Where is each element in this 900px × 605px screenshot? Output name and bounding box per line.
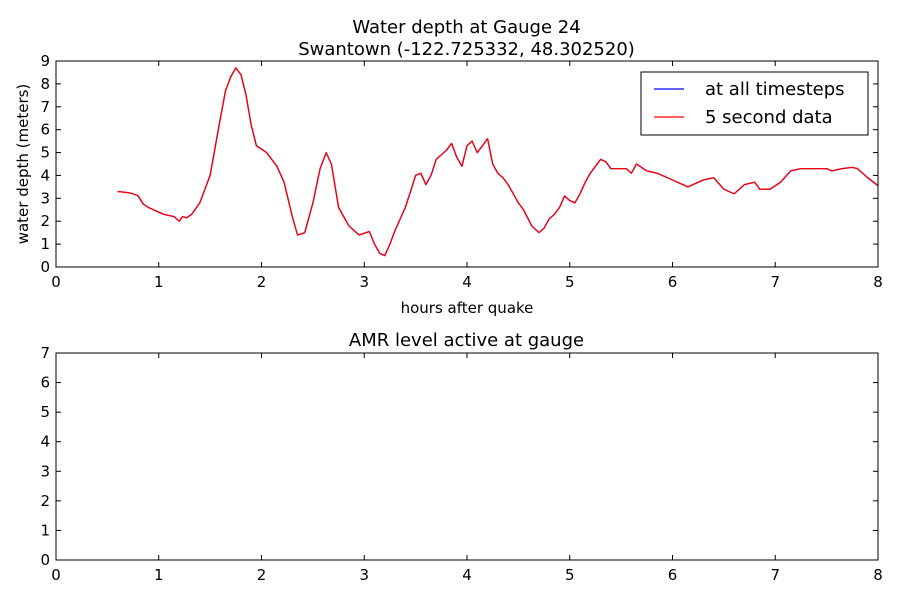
series-line-5-second-data (117, 67, 879, 257)
data-lines (117, 67, 879, 257)
x-tick-label: 0 (51, 566, 61, 584)
legend-label-all-timesteps: at all timesteps (705, 79, 845, 100)
y-tick-label: 2 (40, 492, 50, 510)
y-tick-label: 5 (40, 144, 50, 162)
x-tick-label: 5 (565, 273, 575, 291)
y-tick-label: 9 (40, 52, 50, 70)
legend-label-5-second-data: 5 second data (705, 107, 833, 128)
x-tick-label: 6 (668, 566, 678, 584)
axis-ticks: 0 1 2 3 4 5 6 7 8 0 1 2 3 4 5 6 7 (40, 344, 882, 584)
y-tick-label: 1 (40, 521, 50, 539)
y-tick-label: 7 (40, 344, 50, 362)
y-tick-label: 6 (40, 121, 50, 139)
x-tick-label: 1 (154, 273, 164, 291)
plot-frame (55, 352, 879, 561)
x-tick-label: 3 (359, 566, 369, 584)
chart-title: Water depth at Gauge 24 (352, 17, 580, 38)
x-tick-label: 6 (668, 273, 678, 291)
axis-ticks: 0 1 2 3 4 5 6 7 8 0 1 2 3 4 5 6 7 8 9 (40, 52, 882, 291)
x-tick-label: 4 (462, 566, 472, 584)
x-tick-label: 5 (565, 566, 575, 584)
plot-frame (55, 60, 879, 268)
x-tick-label: 2 (257, 566, 267, 584)
y-tick-label: 3 (40, 462, 50, 480)
y-tick-label: 3 (40, 189, 50, 207)
y-tick-label: 8 (40, 75, 50, 93)
x-tick-label: 7 (770, 566, 780, 584)
x-tick-label: 1 (154, 566, 164, 584)
y-tick-label: 0 (40, 551, 50, 569)
y-tick-label: 5 (40, 403, 50, 421)
legend-box (640, 71, 869, 136)
legend: at all timesteps 5 second data (640, 71, 869, 136)
x-tick-label: 0 (51, 273, 61, 291)
y-tick-label: 1 (40, 235, 50, 253)
y-tick-label: 4 (40, 433, 50, 451)
y-tick-label: 0 (40, 258, 50, 276)
y-tick-label: 7 (40, 98, 50, 116)
amr-level-chart: AMR level active at gauge 0 1 2 3 4 5 6 7 8 0 1 2 3 4… (40, 330, 882, 584)
y-tick-label: 6 (40, 374, 50, 392)
water-depth-chart: Water depth at Gauge 24 Swantown (-122.7… (14, 17, 883, 317)
chart-subtitle: Swantown (-122.725332, 48.302520) (298, 39, 635, 60)
y-axis-label: water depth (meters) (14, 84, 32, 245)
chart-title: AMR level active at gauge (349, 330, 584, 351)
x-tick-label: 7 (770, 273, 780, 291)
y-tick-label: 2 (40, 212, 50, 230)
x-axis-label: hours after quake (401, 299, 534, 317)
x-tick-label: 3 (359, 273, 369, 291)
x-tick-label: 2 (257, 273, 267, 291)
y-tick-label: 4 (40, 166, 50, 184)
x-tick-label: 8 (873, 273, 883, 291)
x-tick-label: 4 (462, 273, 472, 291)
x-tick-label: 8 (873, 566, 883, 584)
